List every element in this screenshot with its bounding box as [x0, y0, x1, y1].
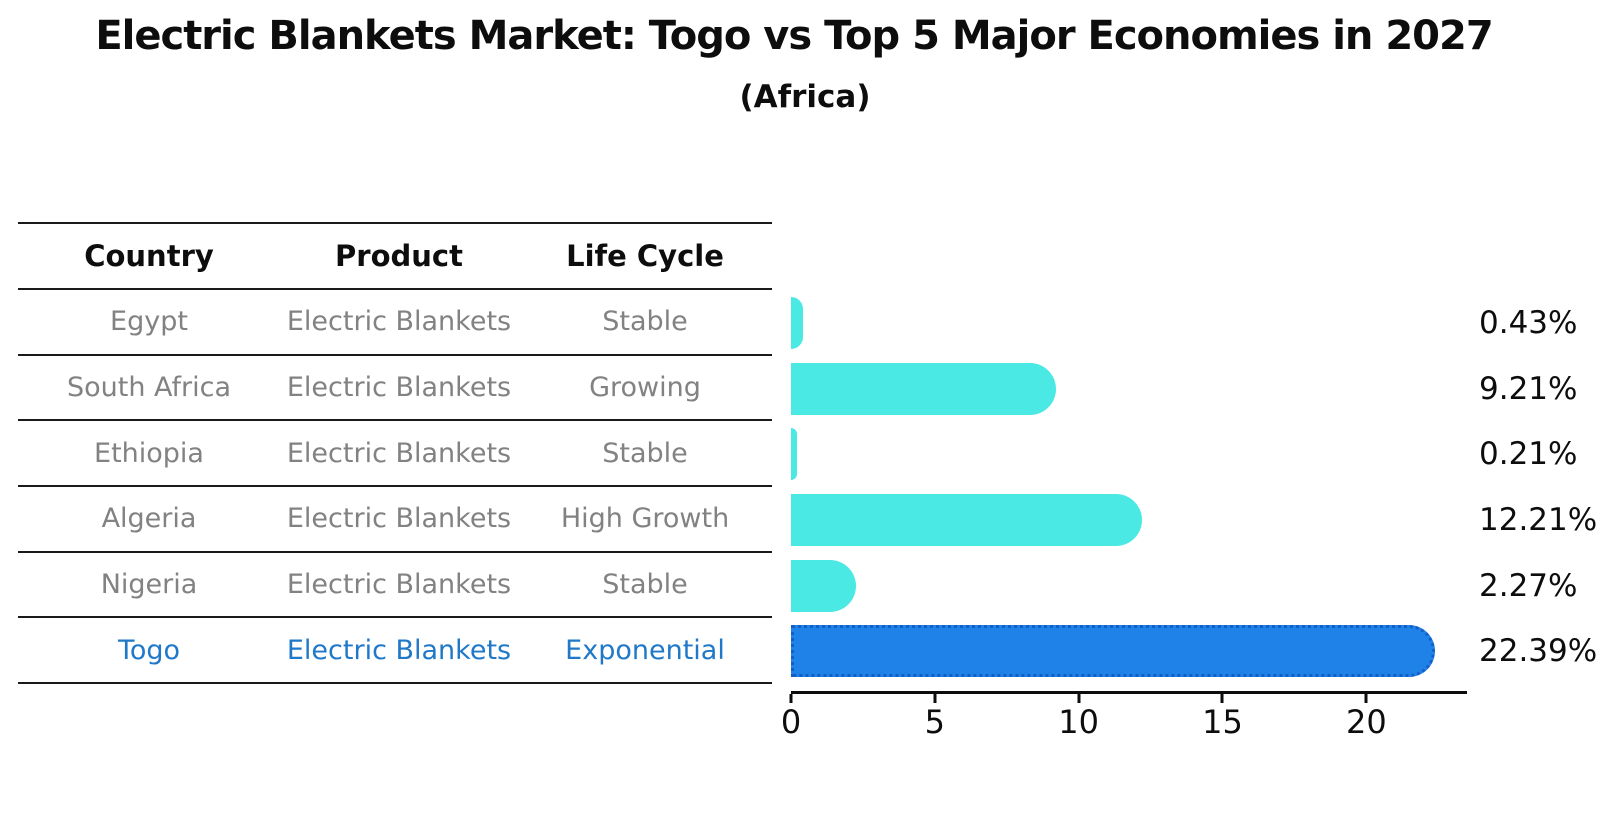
chart-title: Electric Blankets Market: Togo vs Top 5 … — [95, 13, 1493, 59]
column-header-country: Country — [84, 239, 214, 273]
x-axis-tick — [1220, 694, 1224, 703]
table-row: Togo Electric Blankets Exponential — [18, 618, 772, 685]
x-axis-tick — [789, 694, 793, 703]
x-axis: 0 5 10 15 20 — [781, 691, 1467, 746]
table-row: Egypt Electric Blankets Stable — [18, 290, 772, 356]
cell-product: Electric Blankets — [286, 634, 512, 666]
x-axis-tick — [1077, 694, 1081, 703]
bar-row — [791, 290, 1467, 356]
cell-country: Egypt — [110, 306, 188, 338]
cell-product: Electric Blankets — [286, 437, 512, 469]
cell-country: Ethiopia — [94, 437, 204, 469]
bar-value-label: 9.21% — [1479, 370, 1578, 407]
table-row: Algeria Electric Blankets High Growth — [18, 487, 772, 553]
cell-country: Nigeria — [100, 569, 198, 601]
comparison-table: Country Product Life Cycle Egypt Electric… — [18, 222, 772, 685]
cell-country: Togo — [117, 634, 181, 666]
cell-life-cycle: Growing — [589, 372, 701, 403]
column-header-life-cycle: Life Cycle — [566, 239, 724, 273]
x-axis-tick — [933, 694, 937, 703]
bar-row — [791, 487, 1467, 553]
chart-subtitle: (Africa) — [739, 79, 871, 115]
bar-value-labels: 0.43% 9.21% 0.21% 12.21% 2.27% 22.39% — [1479, 290, 1604, 684]
x-axis-tick-label: 0 — [780, 703, 802, 741]
bar-value-label: 0.43% — [1479, 304, 1578, 341]
cell-product: Electric Blankets — [286, 503, 512, 535]
bar-row — [791, 618, 1467, 684]
bar-ethiopia — [791, 428, 798, 481]
bar-value-label: 22.39% — [1479, 633, 1598, 670]
bar-plot-area — [791, 290, 1467, 684]
cell-product: Electric Blankets — [286, 306, 512, 338]
bar-value-label: 12.21% — [1479, 501, 1598, 538]
x-axis-tick-label: 5 — [924, 703, 946, 741]
bar-algeria — [791, 493, 1143, 546]
bar-south-africa — [791, 362, 1056, 415]
table-row: Ethiopia Electric Blankets Stable — [18, 421, 772, 488]
cell-product: Electric Blankets — [286, 569, 512, 601]
x-axis-tick — [1364, 694, 1368, 703]
x-axis-tick-label: 15 — [1202, 703, 1243, 741]
cell-country: Algeria — [101, 503, 197, 535]
x-axis-tick-label: 20 — [1345, 703, 1387, 741]
x-axis-line — [791, 691, 1467, 694]
table-row: Nigeria Electric Blankets Stable — [18, 553, 772, 619]
column-header-product: Product — [335, 239, 463, 273]
table-header-row: Country Product Life Cycle — [18, 222, 772, 290]
bar-highlight-togo — [791, 625, 1436, 678]
x-axis-tick-label: 10 — [1058, 703, 1100, 741]
table-body: Egypt Electric Blankets Stable South Africa… — [18, 290, 772, 685]
cell-life-cycle: Stable — [602, 437, 688, 469]
cell-life-cycle: Exponential — [565, 634, 725, 666]
table-row: South Africa Electric Blankets Growing — [18, 356, 772, 422]
bar-row — [791, 553, 1467, 619]
cell-life-cycle: Stable — [602, 569, 688, 601]
bar-value-label: 2.27% — [1479, 567, 1578, 604]
cell-product: Electric Blankets — [286, 372, 512, 403]
cell-country: South Africa — [66, 372, 232, 403]
bar-row — [791, 356, 1467, 422]
bar-nigeria — [791, 559, 857, 612]
bar-value-label: 0.21% — [1479, 436, 1578, 473]
bar-row — [791, 421, 1467, 487]
cell-life-cycle: Stable — [602, 306, 688, 338]
cell-life-cycle: High Growth — [560, 503, 730, 535]
bar-egypt — [791, 296, 804, 349]
